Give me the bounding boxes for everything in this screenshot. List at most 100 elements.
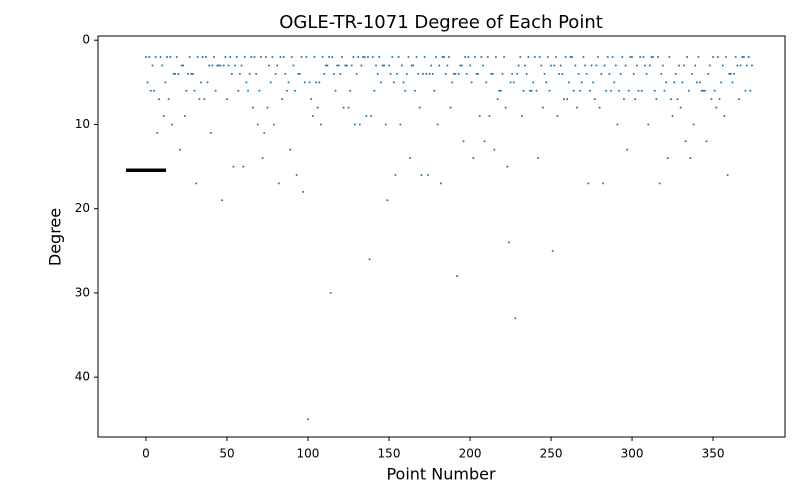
point (305, 56, 308, 59)
point (707, 72, 710, 75)
point (504, 106, 507, 109)
point (520, 115, 523, 118)
x-tick-label: 50 (219, 447, 234, 461)
point (603, 64, 606, 67)
point (496, 98, 499, 101)
point (439, 182, 442, 185)
point (590, 64, 593, 67)
point (452, 72, 455, 75)
point (362, 56, 365, 59)
point (290, 56, 293, 59)
point (621, 56, 624, 59)
point (264, 56, 267, 59)
point (196, 56, 199, 59)
point (188, 56, 191, 59)
point (219, 64, 222, 67)
point (699, 81, 702, 84)
point (413, 89, 416, 92)
point (303, 81, 306, 84)
point (443, 56, 446, 59)
point (404, 89, 407, 92)
point (224, 56, 227, 59)
point (271, 56, 274, 59)
point (585, 72, 588, 75)
point (284, 72, 287, 75)
point (559, 64, 562, 67)
point (391, 56, 394, 59)
point (243, 56, 246, 59)
point (357, 56, 360, 59)
point (434, 56, 437, 59)
point (373, 89, 376, 92)
point (276, 64, 279, 67)
legend-stroke (126, 168, 166, 172)
x-tick-label: 100 (297, 447, 320, 461)
point (533, 56, 536, 59)
point (598, 106, 601, 109)
point (353, 123, 356, 126)
point (375, 64, 378, 67)
point (392, 81, 395, 84)
point (498, 89, 501, 92)
point (238, 72, 241, 75)
point (281, 98, 284, 101)
point (571, 56, 574, 59)
point (352, 56, 355, 59)
point (490, 72, 493, 75)
point (690, 72, 693, 75)
point (689, 157, 692, 160)
point (313, 56, 316, 59)
point (402, 81, 405, 84)
point (371, 56, 374, 59)
chart-title: OGLE-TR-1071 Degree of Each Point (279, 12, 603, 33)
point (708, 64, 711, 67)
point (619, 72, 622, 75)
point (418, 106, 421, 109)
point (587, 182, 590, 185)
point (268, 64, 271, 67)
point (306, 418, 309, 421)
point (551, 249, 554, 252)
point (193, 89, 196, 92)
point (553, 64, 556, 67)
point (198, 98, 201, 101)
point (315, 81, 318, 84)
point (652, 56, 655, 59)
point (473, 56, 476, 59)
point (569, 56, 572, 59)
point (253, 56, 256, 59)
point (269, 81, 272, 84)
point (566, 98, 569, 101)
point (195, 182, 198, 185)
point (360, 64, 363, 67)
point (300, 56, 303, 59)
point (331, 56, 334, 59)
point (339, 72, 342, 75)
point (386, 199, 389, 202)
point (519, 56, 522, 59)
point (389, 72, 392, 75)
point (460, 64, 463, 67)
point (211, 64, 214, 67)
point (716, 56, 719, 59)
point (512, 81, 515, 84)
point (640, 89, 643, 92)
point (537, 157, 540, 160)
point (681, 81, 684, 84)
point (153, 89, 156, 92)
point (332, 72, 335, 75)
point (637, 89, 640, 92)
point (412, 64, 415, 67)
x-tick-label: 150 (378, 447, 401, 461)
point (350, 64, 353, 67)
point (741, 56, 744, 59)
point (410, 64, 413, 67)
x-tick-label: 200 (459, 447, 482, 461)
point (342, 106, 345, 109)
point (538, 56, 541, 59)
point (618, 89, 621, 92)
point (383, 64, 386, 67)
point (653, 89, 656, 92)
point (575, 106, 578, 109)
point (245, 81, 248, 84)
